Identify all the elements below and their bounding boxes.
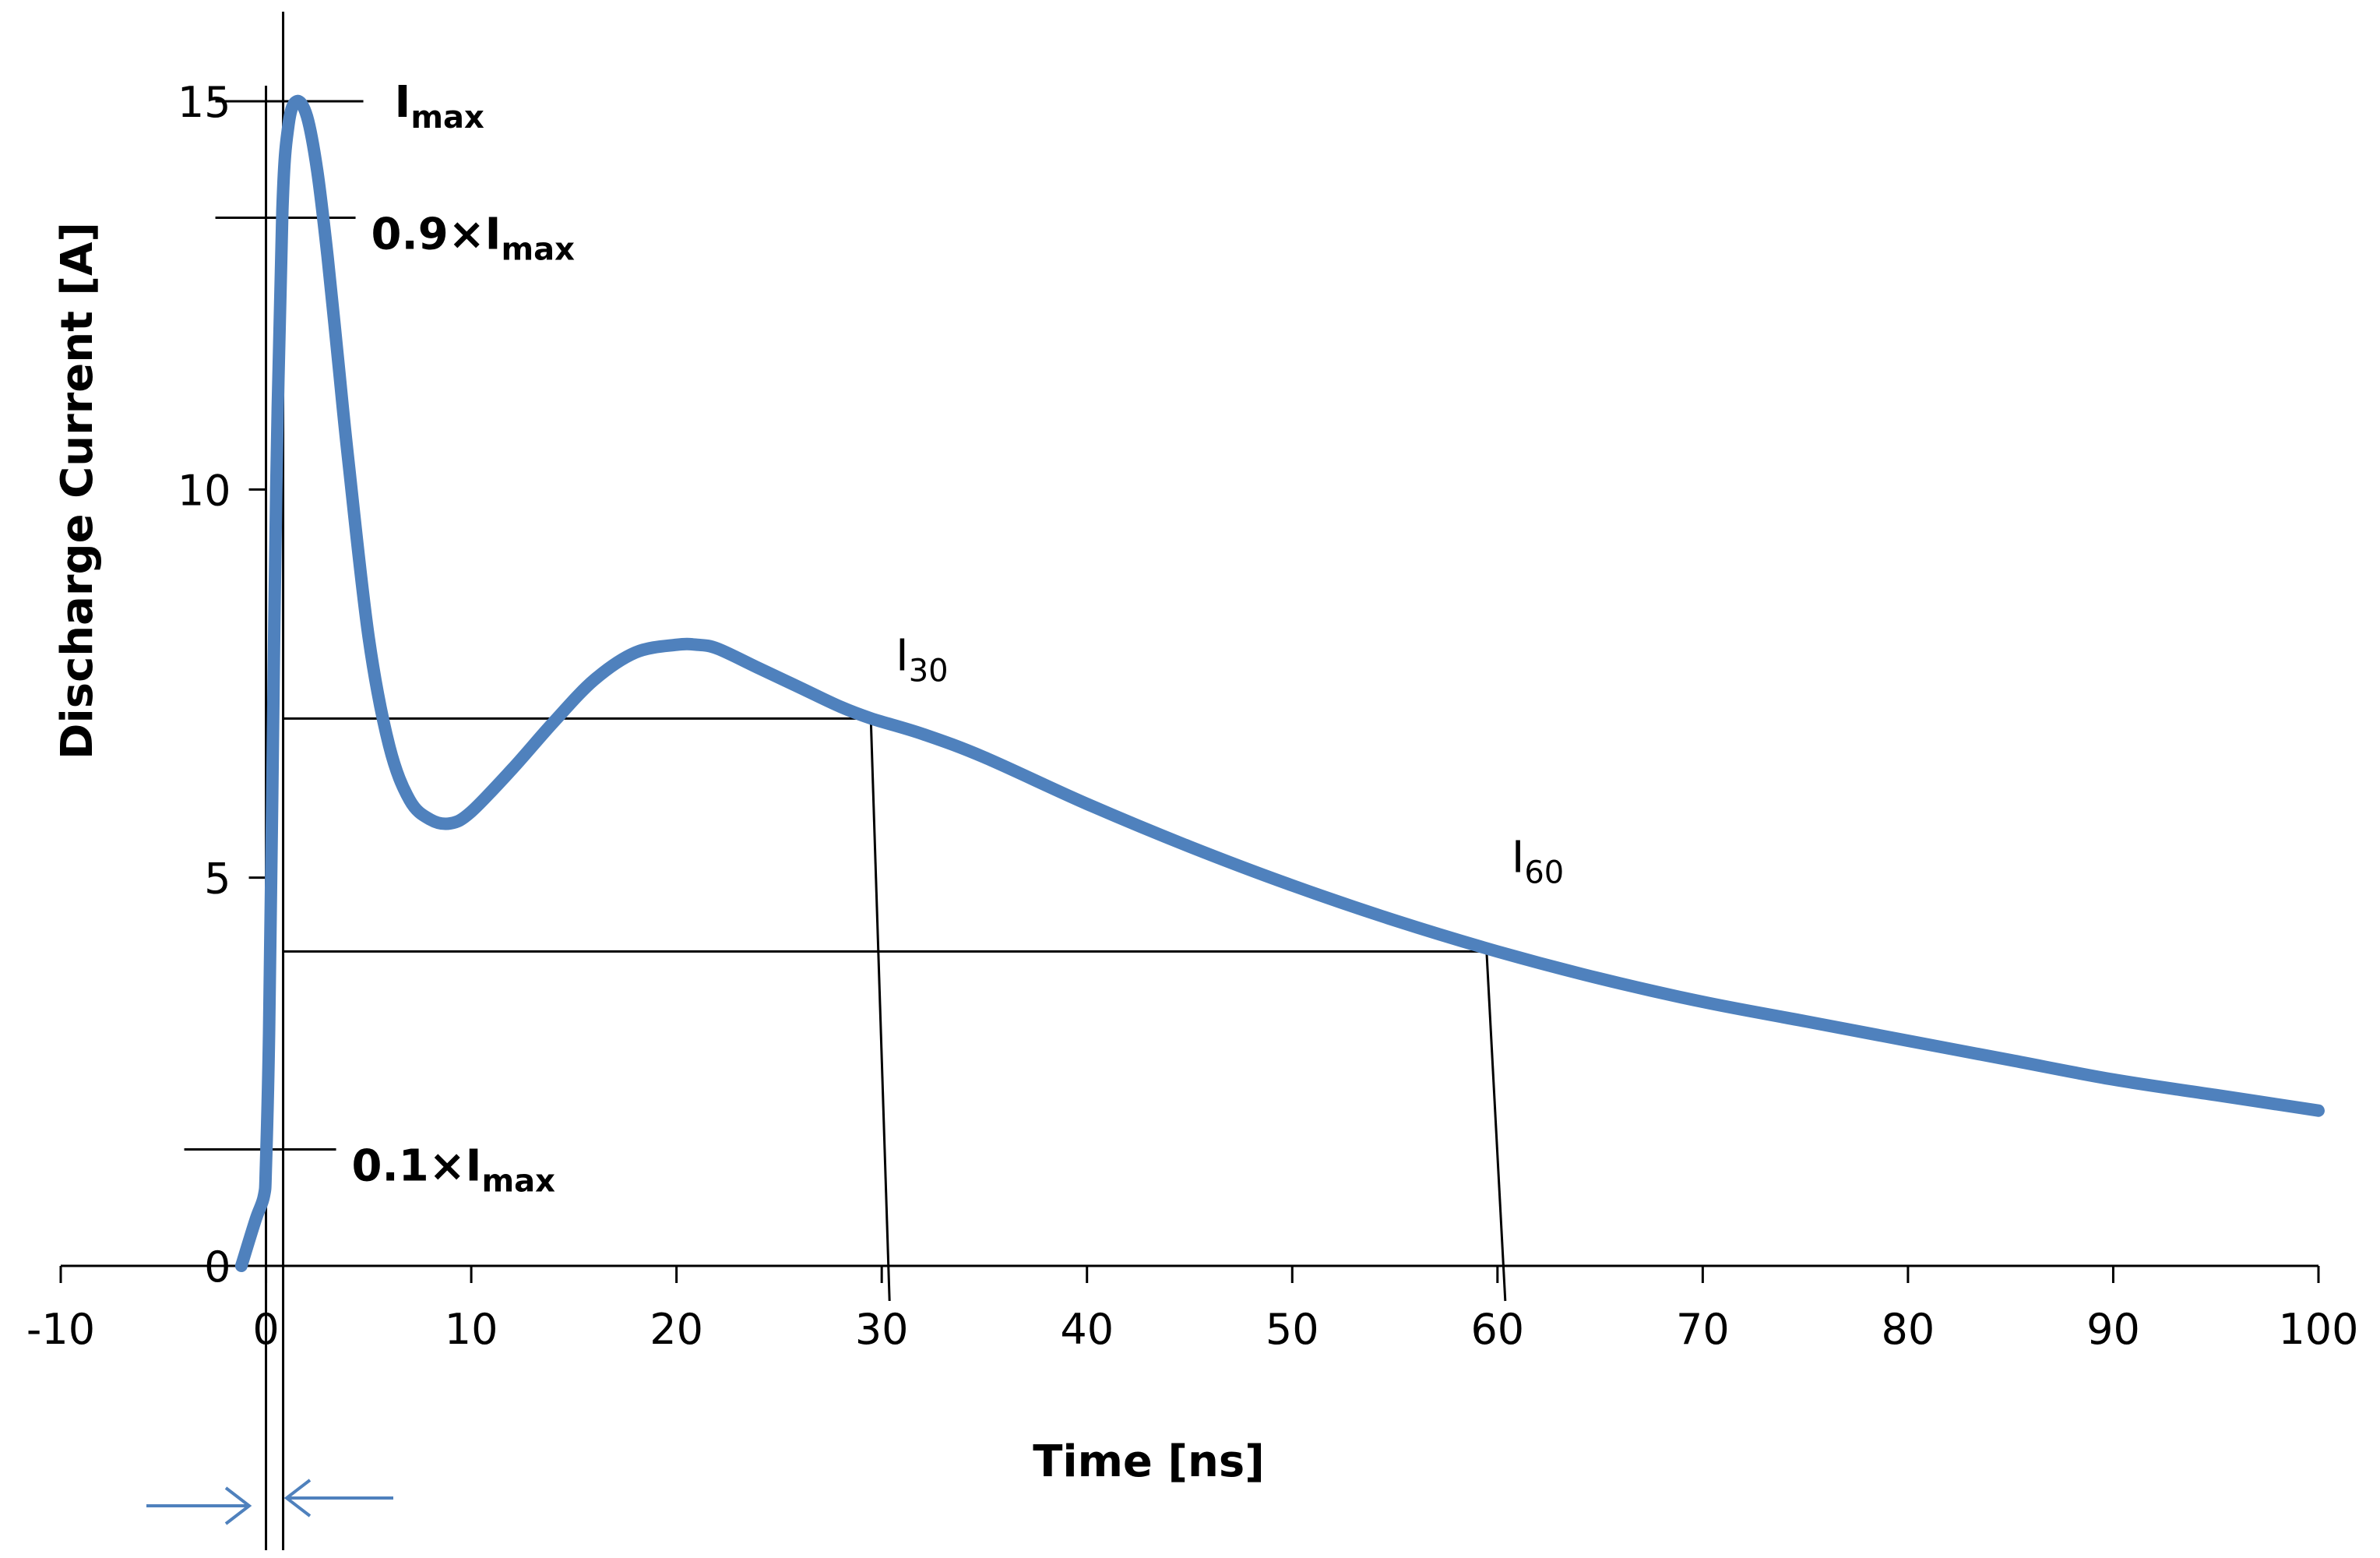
annotations: Imax 0.9×Imax 0.1×Imax I30 I60 [352,77,1565,1200]
arrow-left-head [283,1479,312,1517]
y-axis-title: Discharge Current [A] [52,222,103,760]
x-tick-label: 100 [2278,1305,2358,1354]
x-tick-label: -10 [26,1305,95,1354]
x-tick-label: 10 [445,1305,498,1354]
x-axis-title: Time [ns] [1033,1436,1265,1487]
x-tick-label: 50 [1266,1305,1319,1354]
i60-label: I60 [1512,832,1564,890]
time-marker-vertical [869,718,891,1302]
y-tick-label: 10 [178,466,231,515]
imax-label: Imax [395,77,485,136]
x-tick-label: 30 [855,1305,909,1354]
arrow-right-head [224,1486,252,1525]
axis-titles: Time [ns] Discharge Current [A] [52,222,1265,1487]
y-tick-label: 5 [204,855,231,904]
x-tick-label: 90 [2086,1305,2140,1354]
x-tick-label: 0 [252,1305,279,1354]
time-marker-vertical [1485,951,1507,1302]
imax-90-label: 0.9×Imax [371,210,576,268]
y-tick-label: 0 [204,1243,231,1292]
imax-10-label: 0.1×Imax [352,1141,556,1200]
x-tick-label: 80 [1882,1305,1935,1354]
x-tick-label: 70 [1676,1305,1730,1354]
x-tick-label: 40 [1060,1305,1114,1354]
x-tick-label: 20 [650,1305,703,1354]
x-tick-label: 60 [1470,1305,1524,1354]
discharge-current-line [234,94,2325,1272]
rise-time-arrows [146,1479,393,1525]
i30-label: I30 [896,630,948,689]
